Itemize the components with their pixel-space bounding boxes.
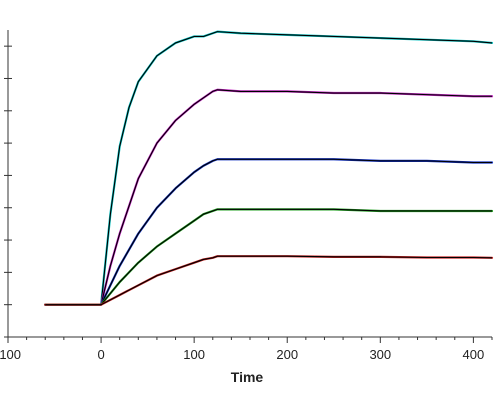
- x-tick-label: -100: [0, 347, 21, 362]
- x-tick-label: 300: [369, 347, 391, 362]
- series-5-fit-line: [45, 255, 493, 306]
- series-group: [44, 30, 494, 306]
- x-tick-label: 400: [463, 347, 485, 362]
- series-1-fit-line: [45, 31, 493, 306]
- axes-group: -100 0 100 200 300 400: [0, 30, 493, 362]
- x-tick-label: 200: [276, 347, 298, 362]
- series-2-fit-line: [45, 89, 492, 306]
- x-tick-label: 100: [183, 347, 205, 362]
- series-1-data-line: [44, 30, 494, 306]
- x-axis-title: Time: [231, 369, 264, 385]
- series-3-data-line: [44, 158, 494, 306]
- x-tick-label: 0: [97, 347, 104, 362]
